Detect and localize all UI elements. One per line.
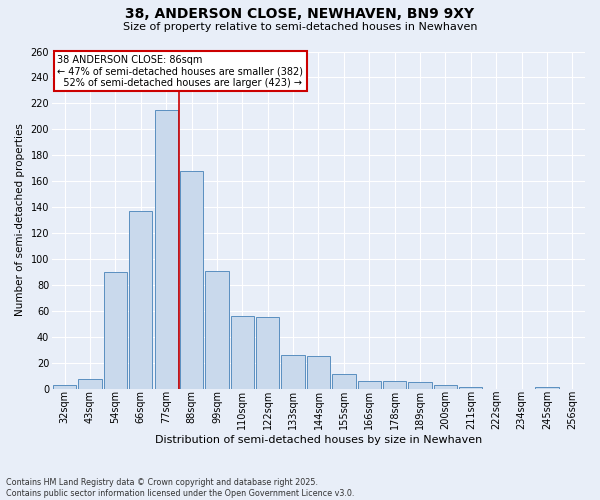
Bar	[79, 380, 102, 388]
Bar	[281, 355, 305, 388]
Text: Size of property relative to semi-detached houses in Newhaven: Size of property relative to semi-detach…	[123, 22, 477, 32]
Bar	[180, 171, 203, 388]
Y-axis label: Number of semi-detached properties: Number of semi-detached properties	[15, 124, 25, 316]
Bar	[53, 384, 76, 388]
Text: 38 ANDERSON CLOSE: 86sqm
← 47% of semi-detached houses are smaller (382)
  52% o: 38 ANDERSON CLOSE: 86sqm ← 47% of semi-d…	[57, 55, 303, 88]
Bar	[256, 318, 280, 388]
X-axis label: Distribution of semi-detached houses by size in Newhaven: Distribution of semi-detached houses by …	[155, 435, 482, 445]
Bar	[434, 384, 457, 388]
Bar	[358, 381, 381, 388]
Bar	[383, 381, 406, 388]
Bar	[129, 211, 152, 388]
Bar	[155, 110, 178, 388]
Text: Contains HM Land Registry data © Crown copyright and database right 2025.
Contai: Contains HM Land Registry data © Crown c…	[6, 478, 355, 498]
Bar	[307, 356, 330, 388]
Text: 38, ANDERSON CLOSE, NEWHAVEN, BN9 9XY: 38, ANDERSON CLOSE, NEWHAVEN, BN9 9XY	[125, 8, 475, 22]
Bar	[205, 270, 229, 388]
Bar	[332, 374, 356, 388]
Bar	[104, 272, 127, 388]
Bar	[409, 382, 431, 388]
Bar	[230, 316, 254, 388]
